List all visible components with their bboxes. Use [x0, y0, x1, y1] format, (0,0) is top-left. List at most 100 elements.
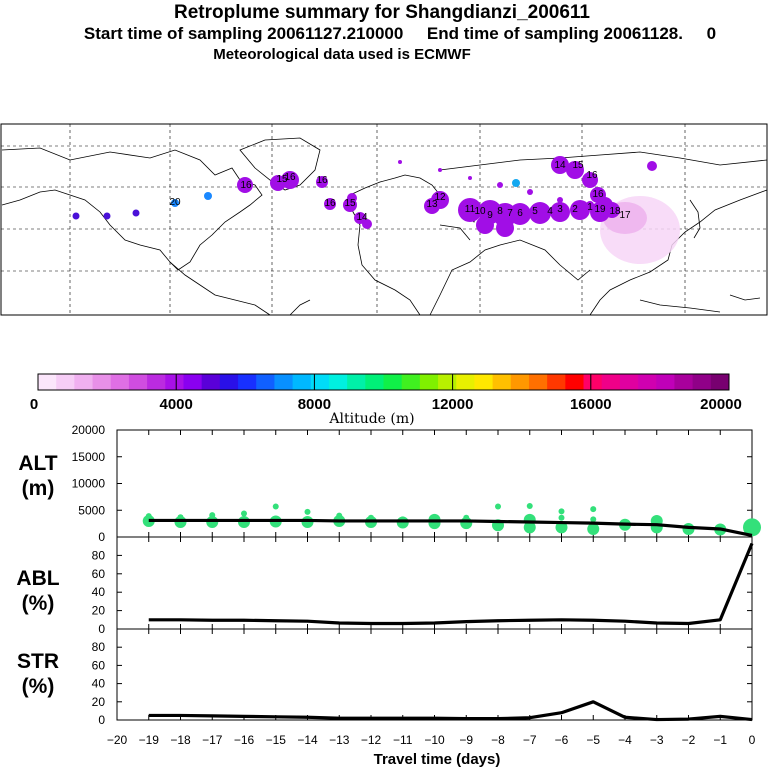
x-tick-label: −12: [361, 733, 382, 747]
map-day-label: 6: [517, 208, 523, 219]
y-tick-label: 20: [92, 695, 106, 709]
colorbar-swatch: [238, 374, 257, 390]
plume-dot-high: [132, 209, 140, 217]
coastline: [589, 189, 768, 316]
colorbar-swatch: [401, 374, 421, 390]
y-tick-label: 60: [92, 658, 106, 672]
colorbar-swatch: [201, 374, 221, 390]
panel-label: (%): [22, 592, 55, 615]
plume-dot: [557, 197, 563, 203]
plume-dot: [347, 193, 357, 203]
panel-frame: [116, 536, 753, 630]
map-day-label: 19: [594, 204, 606, 215]
panel-alt: ALT(m) 0 5000 10000 15000 20000: [18, 423, 761, 544]
colorbar-swatch: [38, 374, 57, 390]
series-line-str: [148, 700, 753, 722]
colorbar-swatch: [292, 374, 312, 390]
plume-dot: [497, 182, 503, 188]
colorbar: 0 4000 8000 12000 16000 20000: [30, 373, 742, 413]
colorbar-swatch: [710, 374, 730, 390]
y-tick-label: 5000: [78, 503, 105, 517]
plume-dot: [566, 161, 584, 179]
coastline: [169, 261, 271, 316]
colorbar-swatch: [656, 374, 675, 390]
colorbar-swatch: [456, 374, 475, 390]
plume-dot: [324, 198, 336, 210]
coastline: [439, 224, 471, 241]
x-tick-label: −16: [234, 733, 255, 747]
colorbar-swatch: [583, 374, 603, 390]
panel-abl: ABL(%) 0 20 40 60 80: [16, 536, 754, 636]
x-tick-label: −20: [107, 733, 128, 747]
colorbar-swatch: [638, 374, 657, 390]
coastline: [689, 199, 701, 239]
colorbar-swatch: [692, 374, 712, 390]
map-day-label: 20: [169, 197, 181, 208]
map-day-label: 11: [465, 204, 476, 215]
plume-dot: [424, 198, 440, 214]
colorbar-tick-label: 8000: [298, 396, 331, 413]
map-day-label: 15: [276, 174, 288, 185]
coastline: [729, 294, 761, 301]
plume-dot: [590, 202, 610, 222]
plume-dot: [362, 219, 372, 229]
panel-frame: [116, 628, 753, 721]
map-day-label: 16: [284, 172, 296, 183]
colorbar-swatch: [674, 374, 694, 390]
series-line-alt: [148, 518, 753, 537]
colorbar-swatch: [165, 374, 184, 390]
x-tick-label: −15: [266, 733, 287, 747]
coastline: [639, 299, 721, 313]
x-tick-label: −17: [202, 733, 223, 747]
colorbar-swatch: [510, 374, 530, 390]
x-tick-label: −5: [586, 733, 600, 747]
x-tick-label: −18: [170, 733, 191, 747]
colorbar-swatch: [438, 374, 457, 390]
colorbar-swatch: [219, 374, 239, 390]
colorbar-swatch: [147, 374, 166, 390]
alt-scatter-point: [590, 506, 597, 513]
map-day-label: 14: [356, 212, 368, 223]
colorbar-swatch: [310, 374, 330, 390]
x-tick-label: −6: [555, 733, 569, 747]
coastline: [239, 137, 321, 191]
colorbar-tick-label: 4000: [160, 396, 193, 413]
colorbar-swatch: [528, 374, 548, 390]
alt-scatter-point: [495, 503, 501, 510]
map-day-label: 15: [572, 160, 584, 171]
map-day-label: 16: [586, 170, 598, 181]
x-tick-label: 0: [749, 733, 756, 747]
panel-label: ABL: [16, 567, 59, 590]
chart-title: Retroplume summary for Shangdianzi_20061…: [173, 2, 591, 23]
plume-dot: [509, 203, 531, 225]
plume-dot: [496, 219, 514, 237]
y-tick-label: 10000: [72, 477, 106, 491]
plume-dot-high: [103, 212, 111, 220]
map-day-label: 12: [434, 192, 446, 203]
y-tick-label: 20000: [72, 423, 106, 437]
colorbar-tick-label: 0: [30, 396, 38, 413]
alt-scatter-point: [304, 508, 311, 515]
colorbar-swatch: [547, 374, 566, 390]
coastline: [439, 151, 768, 171]
colorbar-label: Altitude (m): [328, 411, 414, 427]
colorbar-swatch: [492, 374, 512, 390]
panel-label: STR: [17, 650, 59, 673]
plume-dot: [570, 200, 590, 220]
alt-scatter-point: [177, 514, 184, 521]
map-day-label: 16: [592, 189, 604, 200]
map-day-label: 4: [547, 206, 553, 217]
coastline: [499, 239, 591, 281]
map-day-label: 5: [532, 206, 538, 217]
y-tick-label: 40: [92, 585, 106, 599]
x-tick-label: −14: [297, 733, 318, 747]
colorbar-swatch: [110, 374, 130, 390]
colorbar-swatch: [419, 374, 439, 390]
colorbar-swatch: [474, 374, 494, 390]
colorbar-swatch: [565, 374, 585, 390]
alt-scatter-point: [555, 521, 568, 534]
x-tick-label: −9: [459, 733, 473, 747]
colorbar-swatch: [328, 374, 348, 390]
